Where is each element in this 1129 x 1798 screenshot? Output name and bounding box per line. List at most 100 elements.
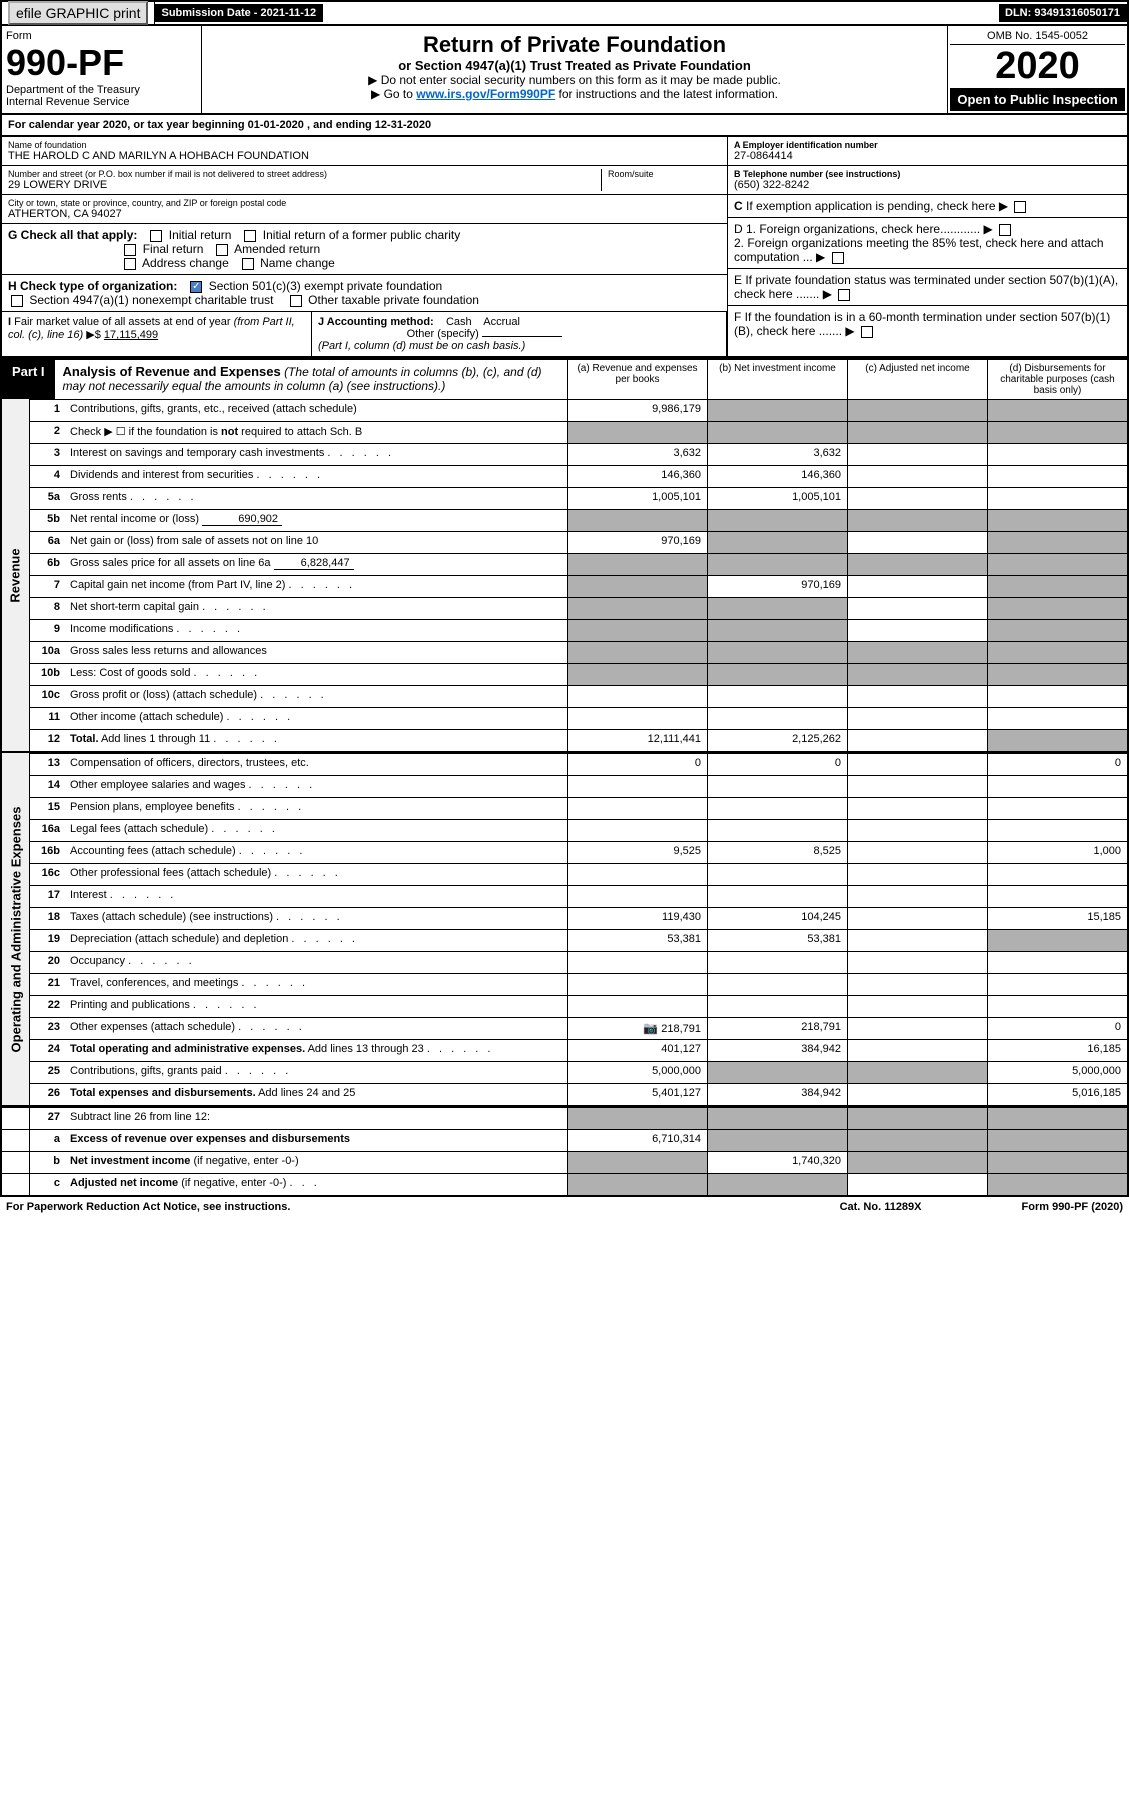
- name-label: Name of foundation: [8, 140, 721, 150]
- 85pct-checkbox[interactable]: [832, 252, 844, 264]
- i-label: I: [8, 316, 11, 328]
- cat-number: Cat. No. 11289X: [840, 1201, 922, 1213]
- line-4-col-d: [987, 466, 1127, 487]
- c-exemption-label: If exemption application is pending, che…: [746, 199, 996, 213]
- line-25: 25 Contributions, gifts, grants paid . .…: [30, 1061, 1127, 1083]
- efile-print-button[interactable]: efile GRAPHIC print: [2, 2, 155, 24]
- form-ref: Form 990-PF (2020): [1022, 1201, 1123, 1213]
- line-25-col-b: [707, 1062, 847, 1083]
- line-4-col-b: 146,360: [707, 466, 847, 487]
- other-taxable-checkbox[interactable]: [290, 295, 302, 307]
- line-11: 11 Other income (attach schedule) . . . …: [30, 707, 1127, 729]
- line-25-col-a: 5,000,000: [567, 1062, 707, 1083]
- line-10b-col-b: [707, 664, 847, 685]
- city-state-zip: ATHERTON, CA 94027: [8, 208, 721, 220]
- line-18-col-d: 15,185: [987, 908, 1127, 929]
- line-22-col-b: [707, 996, 847, 1017]
- line-10b: 10b Less: Cost of goods sold . . . . . .: [30, 663, 1127, 685]
- line-27b-col-b: 1,740,320: [707, 1152, 847, 1173]
- final-return-checkbox[interactable]: [124, 244, 136, 256]
- line-21-col-a: [567, 974, 707, 995]
- line-10a-col-d: [987, 642, 1127, 663]
- 4947a1-checkbox[interactable]: [11, 295, 23, 307]
- line-21-col-b: [707, 974, 847, 995]
- line-16b-col-d: 1,000: [987, 842, 1127, 863]
- line-4-col-c: [847, 466, 987, 487]
- instructions-line: ▶ Go to www.irs.gov/Form990PF for instru…: [208, 87, 941, 101]
- line-21-col-d: [987, 974, 1127, 995]
- exemption-checkbox[interactable]: [1014, 201, 1026, 213]
- line-11-col-a: [567, 708, 707, 729]
- line-6b-col-c: [847, 554, 987, 575]
- line-19-col-c: [847, 930, 987, 951]
- d1-label: D 1. Foreign organizations, check here..…: [734, 222, 980, 236]
- address-change-checkbox[interactable]: [124, 258, 136, 270]
- line-16c-col-c: [847, 864, 987, 885]
- part1-title: Analysis of Revenue and Expenses: [63, 364, 281, 379]
- line-8-col-c: [847, 598, 987, 619]
- terminated-checkbox[interactable]: [838, 289, 850, 301]
- line-5a-col-d: [987, 488, 1127, 509]
- line-23-col-c: [847, 1018, 987, 1039]
- line-27a-col-a: 6,710,314: [567, 1130, 707, 1151]
- foreign-org-checkbox[interactable]: [999, 224, 1011, 236]
- line-26-col-a: 5,401,127: [567, 1084, 707, 1105]
- line-11-col-b: [707, 708, 847, 729]
- line-13-col-a: 0: [567, 754, 707, 775]
- line-15-col-d: [987, 798, 1127, 819]
- line-18-col-c: [847, 908, 987, 929]
- line-16c-col-b: [707, 864, 847, 885]
- line-27c-col-d: [987, 1174, 1127, 1195]
- foundation-name: THE HAROLD C AND MARILYN A HOHBACH FOUND…: [8, 150, 721, 162]
- line-6a-col-d: [987, 532, 1127, 553]
- e-label: E If private foundation status was termi…: [734, 273, 1118, 301]
- line-6a-col-c: [847, 532, 987, 553]
- line-16b: 16b Accounting fees (attach schedule) . …: [30, 841, 1127, 863]
- line-19-col-d: [987, 930, 1127, 951]
- line-20-col-a: [567, 952, 707, 973]
- line-6b-col-d: [987, 554, 1127, 575]
- line-23-col-b: 218,791: [707, 1018, 847, 1039]
- irs-link[interactable]: www.irs.gov/Form990PF: [416, 87, 555, 101]
- 501c3-checkbox[interactable]: [190, 281, 202, 293]
- address-label: Number and street (or P.O. box number if…: [8, 169, 601, 179]
- line-23-col-a: 📷 218,791: [567, 1018, 707, 1039]
- irs-label: Internal Revenue Service: [6, 96, 197, 108]
- line-10c-col-c: [847, 686, 987, 707]
- former-charity-checkbox[interactable]: [244, 230, 256, 242]
- d2-label: 2. Foreign organizations meeting the 85%…: [734, 236, 1104, 264]
- line-6b: 6b Gross sales price for all assets on l…: [30, 553, 1127, 575]
- form-subtitle: or Section 4947(a)(1) Trust Treated as P…: [208, 58, 941, 73]
- line-6b-col-a: [567, 554, 707, 575]
- line-18-col-b: 104,245: [707, 908, 847, 929]
- line-9-col-b: [707, 620, 847, 641]
- amended-return-checkbox[interactable]: [216, 244, 228, 256]
- line-16c-col-d: [987, 864, 1127, 885]
- paperwork-notice: For Paperwork Reduction Act Notice, see …: [6, 1201, 290, 1213]
- initial-return-checkbox[interactable]: [150, 230, 162, 242]
- line-16a: 16a Legal fees (attach schedule) . . . .…: [30, 819, 1127, 841]
- line-10c-col-a: [567, 686, 707, 707]
- line-27-col-b: [707, 1108, 847, 1129]
- line-26-col-c: [847, 1084, 987, 1105]
- city-label: City or town, state or province, country…: [8, 198, 721, 208]
- line-10c: 10c Gross profit or (loss) (attach sched…: [30, 685, 1127, 707]
- line-27a-col-d: [987, 1130, 1127, 1151]
- name-change-checkbox[interactable]: [242, 258, 254, 270]
- 60month-checkbox[interactable]: [861, 326, 873, 338]
- line-15-col-a: [567, 798, 707, 819]
- line-16b-col-b: 8,525: [707, 842, 847, 863]
- line-3: 3 Interest on savings and temporary cash…: [30, 443, 1127, 465]
- line-2: 2 Check ▶ ☐ if the foundation is not req…: [30, 421, 1127, 443]
- col-d-header: (d) Disbursements for charitable purpose…: [987, 360, 1127, 399]
- street-address: 29 LOWERY DRIVE: [8, 179, 601, 191]
- line-24-col-c: [847, 1040, 987, 1061]
- line-13: 13 Compensation of officers, directors, …: [30, 753, 1127, 775]
- line-16a-col-a: [567, 820, 707, 841]
- line-8: 8 Net short-term capital gain . . . . . …: [30, 597, 1127, 619]
- ssn-warning: ▶ Do not enter social security numbers o…: [208, 73, 941, 87]
- line-24-col-b: 384,942: [707, 1040, 847, 1061]
- cash-basis-note: (Part I, column (d) must be on cash basi…: [318, 340, 525, 352]
- line-22: 22 Printing and publications . . . . . .: [30, 995, 1127, 1017]
- top-bar: efile GRAPHIC print Submission Date - 20…: [0, 0, 1129, 26]
